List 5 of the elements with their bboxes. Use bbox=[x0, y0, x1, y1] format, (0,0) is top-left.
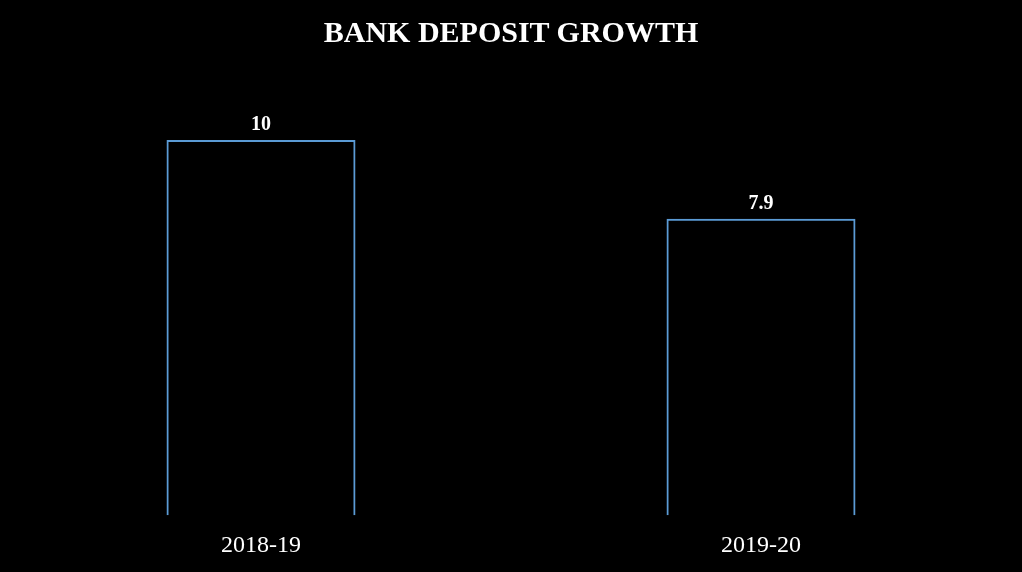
x-tick-label: 2019-20 bbox=[721, 530, 801, 557]
chart-title: BANK DEPOSIT GROWTH bbox=[323, 14, 699, 48]
x-tick-label: 2018-19 bbox=[221, 530, 301, 557]
data-label: 7.9 bbox=[748, 190, 774, 213]
data-label: 10 bbox=[251, 112, 271, 135]
